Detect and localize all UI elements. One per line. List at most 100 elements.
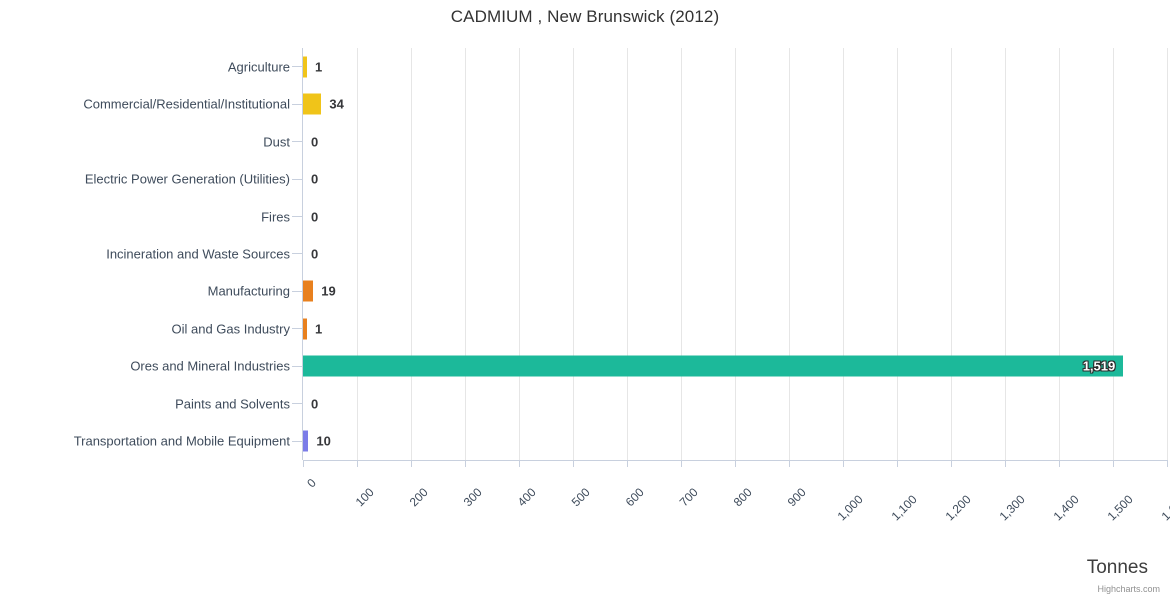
x-axis-tick [789, 461, 790, 467]
x-gridline [411, 48, 412, 460]
x-axis-tick [1167, 461, 1168, 467]
x-gridline [735, 48, 736, 460]
bar-row: Transportation and Mobile Equipment 10 [0, 423, 1170, 460]
bar-value-label: 0 [311, 134, 319, 150]
x-axis-tick-label: 1,200 [942, 492, 974, 524]
bar-value-label: 0 [311, 209, 319, 225]
x-gridline [627, 48, 628, 460]
x-axis-tick [951, 461, 952, 467]
bar-value-label: 10 [316, 433, 331, 449]
bar-value-label: 1 [315, 321, 323, 337]
x-axis-tick [573, 461, 574, 467]
x-axis-tick [843, 461, 844, 467]
x-axis-tick [411, 461, 412, 467]
bar-row: Paints and Solvents 0 [0, 385, 1170, 422]
y-axis-tick [292, 253, 303, 255]
x-axis-tick [1005, 461, 1006, 467]
x-gridline [1005, 48, 1006, 460]
x-axis-tick-label: 0 [304, 475, 319, 491]
bar[interactable] [303, 93, 322, 115]
bar-row: Incineration and Waste Sources 0 [0, 235, 1170, 272]
y-axis-tick [292, 178, 303, 180]
bar[interactable] [303, 280, 314, 302]
y-axis-category-label: Manufacturing [207, 283, 290, 299]
y-axis-tick [292, 328, 303, 330]
y-axis-tick [292, 141, 303, 143]
y-axis-category-label: Commercial/Residential/Institutional [83, 96, 290, 112]
bar-row: Fires 0 [0, 198, 1170, 235]
y-axis-category-label: Oil and Gas Industry [171, 321, 291, 337]
bar[interactable] [303, 430, 309, 452]
y-axis-category-label: Agriculture [227, 59, 290, 75]
x-gridline [789, 48, 790, 460]
x-axis-tick [627, 461, 628, 467]
x-axis-tick-label: 1,300 [996, 492, 1028, 524]
x-axis-tick [1059, 461, 1060, 467]
x-axis-tick-label: 900 [784, 485, 809, 510]
x-gridline [897, 48, 898, 460]
credits-label: Highcharts.com [1097, 584, 1160, 594]
y-axis-category-label: Electric Power Generation (Utilities) [84, 171, 290, 187]
x-gridline [843, 48, 844, 460]
x-axis-tick-label: 200 [406, 485, 431, 510]
x-gridline [951, 48, 952, 460]
y-axis-tick [292, 66, 303, 68]
bar-value-label: 0 [311, 396, 319, 412]
x-axis-tick-label: 600 [622, 485, 647, 510]
bar[interactable] [303, 355, 1124, 377]
x-axis-tick-label: 300 [460, 485, 485, 510]
bar-row: Oil and Gas Industry 1 [0, 310, 1170, 347]
x-axis-tick-label: 500 [568, 485, 593, 510]
x-axis-tick [681, 461, 682, 467]
bar[interactable] [303, 56, 307, 78]
x-axis-tick [357, 461, 358, 467]
bar[interactable] [303, 318, 307, 340]
x-axis-tick-label: 1,000 [834, 492, 866, 524]
x-axis-tick-label: 1,500 [1104, 492, 1136, 524]
plot-area [303, 48, 1168, 460]
y-axis-category-label: Ores and Mineral Industries [130, 358, 290, 374]
bar-row: Commercial/Residential/Institutional 34 [0, 85, 1170, 122]
x-axis-tick [735, 461, 736, 467]
x-axis-tick-label: 400 [514, 485, 539, 510]
x-axis-tick-label: 1,600 [1158, 492, 1170, 524]
x-gridline [1113, 48, 1114, 460]
x-axis-tick-label: 800 [730, 485, 755, 510]
x-axis-line [303, 460, 1168, 461]
y-axis-tick [292, 103, 303, 105]
bar-value-label: 19 [321, 283, 336, 299]
x-gridline [357, 48, 358, 460]
x-axis-tick-label: 1,400 [1050, 492, 1082, 524]
bar-value-label: 1 [315, 59, 323, 75]
x-axis-tick-label: 1,100 [888, 492, 920, 524]
y-axis-category-label: Dust [263, 134, 290, 150]
y-axis-category-label: Incineration and Waste Sources [106, 246, 290, 262]
y-axis-tick [292, 365, 303, 367]
chart-title: CADMIUM , New Brunswick (2012) [450, 7, 720, 26]
x-axis-title: Tonnes [1086, 557, 1148, 578]
x-gridline [1167, 48, 1168, 460]
y-axis-tick [292, 216, 303, 218]
bar-value-label: 34 [329, 96, 344, 112]
y-axis-category-label: Fires [261, 209, 290, 225]
bar-row: Electric Power Generation (Utilities) 0 [0, 160, 1170, 197]
y-axis-tick [292, 440, 303, 442]
y-axis-category-label: Paints and Solvents [175, 396, 290, 412]
y-axis-category-label: Transportation and Mobile Equipment [73, 433, 290, 449]
x-gridline [573, 48, 574, 460]
bar-row: Agriculture 1 [0, 48, 1170, 85]
bar-row: Dust 0 [0, 123, 1170, 160]
x-gridline [465, 48, 466, 460]
x-axis-tick [465, 461, 466, 467]
bar-row: Manufacturing 19 [0, 273, 1170, 310]
x-gridline [681, 48, 682, 460]
x-gridline [1059, 48, 1060, 460]
y-axis-tick [292, 290, 303, 292]
bar-value-label: 1,519 [1082, 358, 1116, 374]
bar-value-label: 0 [311, 171, 319, 187]
x-axis-tick [897, 461, 898, 467]
x-axis-tick-label: 700 [676, 485, 701, 510]
x-axis-tick-label: 100 [352, 485, 377, 510]
x-gridline [519, 48, 520, 460]
